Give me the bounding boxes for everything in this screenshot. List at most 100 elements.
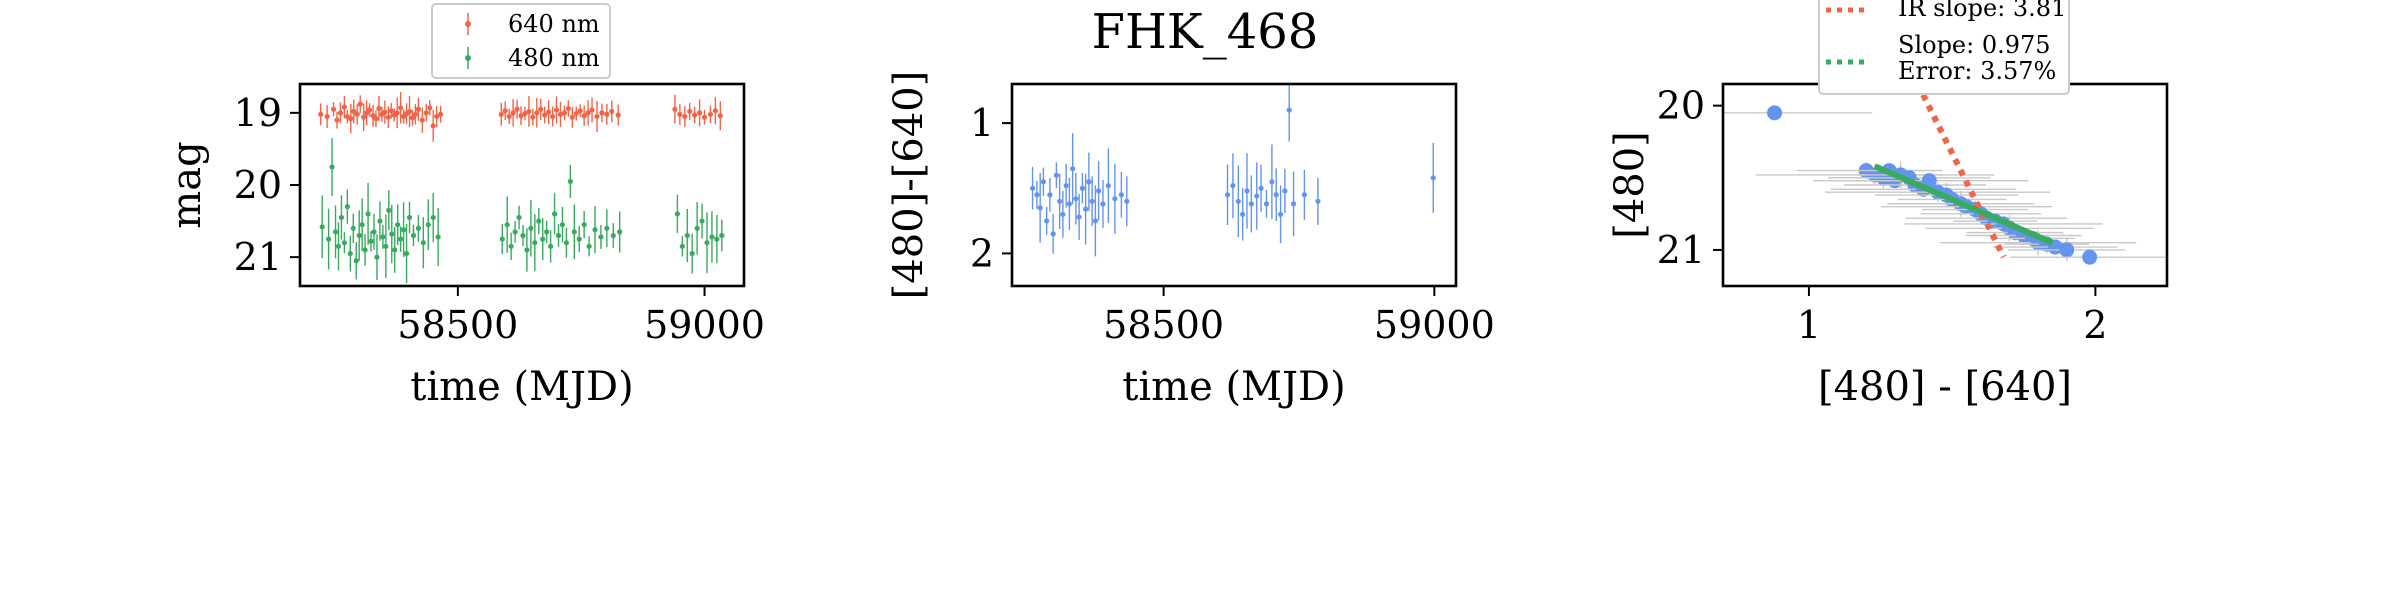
color-magnitude-ytick-label: 20 — [1657, 84, 1705, 128]
color-curve-point — [1124, 198, 1130, 204]
light-curve-point — [534, 110, 540, 116]
color-curve-point — [1273, 192, 1279, 198]
light-curve-point — [388, 108, 394, 114]
light-curve-point — [398, 105, 404, 111]
color-curve-frame — [1010, 82, 1458, 288]
color-magnitude-xlabel: [480] - [640] — [1818, 364, 2072, 410]
light-curve-point — [609, 108, 615, 115]
light-curve-point — [395, 222, 401, 228]
legend-label: 480 nm — [508, 44, 600, 72]
light-curve-point — [366, 107, 373, 113]
light-curve-point — [373, 116, 379, 122]
light-curve-point — [377, 218, 383, 224]
light-curve-point — [524, 247, 530, 253]
color-magnitude-ylabel: [480] — [1607, 131, 1653, 239]
light-curve-point — [672, 106, 678, 112]
color-curve-point — [1254, 193, 1260, 199]
color-curve-series-0 — [1029, 84, 1436, 257]
color-magnitude-point — [1767, 105, 1783, 121]
color-curve-panel: 58500 59000 1 2 time (MJD) [480]-[640] — [886, 71, 1495, 410]
color-curve-point — [1100, 201, 1106, 207]
light-curve-point — [615, 112, 621, 118]
light-curve-point — [530, 114, 536, 120]
color-curve-point — [1047, 192, 1053, 198]
color-curve-point — [1118, 192, 1124, 198]
color-magnitude-plot-area: 1 2 20 21 — [1657, 82, 2169, 347]
light-curve-point — [699, 218, 705, 224]
light-curve-point — [581, 113, 587, 119]
light-curve-point — [551, 211, 558, 217]
light-curve-point — [374, 254, 380, 260]
light-curve-point — [717, 113, 723, 119]
color-curve-point — [1105, 183, 1111, 189]
figure-title: FHK_468 — [1092, 4, 1319, 60]
light-curve-point — [371, 229, 377, 235]
light-curve-point — [571, 229, 577, 235]
color-curve-point — [1029, 185, 1036, 191]
color-curve-point — [1086, 179, 1092, 185]
light-curve-point — [376, 105, 382, 112]
light-curve-point — [348, 116, 354, 122]
light-curve-point — [386, 207, 392, 213]
color-magnitude-point — [2059, 242, 2075, 258]
light-curve-point — [687, 108, 693, 115]
light-curve-point — [427, 105, 433, 111]
light-curve-point — [528, 225, 534, 231]
color-curve-point — [1290, 201, 1297, 207]
light-curve-point — [714, 236, 720, 242]
light-curve-point — [594, 113, 600, 120]
color-magnitude-point — [2082, 249, 2098, 265]
color-curve-point — [1301, 192, 1307, 198]
light-curve-point — [682, 113, 688, 120]
light-curve-point — [689, 250, 695, 257]
light-curve-point — [506, 113, 512, 120]
light-curve-point — [412, 111, 419, 117]
light-curve-point — [520, 232, 526, 239]
light-curve-point — [508, 243, 514, 249]
color-curve-xtick-label: 59000 — [1374, 303, 1495, 347]
light-curve-point — [514, 106, 520, 112]
light-curve-point — [406, 214, 413, 221]
color-curve-ylabel: [480]-[640] — [886, 71, 932, 300]
light-curve-point — [383, 243, 389, 249]
light-curve-point — [697, 110, 703, 116]
color-curve-point — [1053, 172, 1059, 178]
light-curve-point — [565, 105, 571, 112]
color-curve-point — [1430, 175, 1436, 181]
light-curve-xtick-label: 58500 — [397, 303, 518, 347]
light-curve-point — [359, 222, 365, 228]
light-curve-point — [576, 236, 582, 242]
light-curve-point — [368, 238, 374, 244]
light-curve-ytick-label: 21 — [234, 235, 282, 279]
legend-marker — [465, 21, 471, 27]
light-curve-point — [557, 111, 564, 117]
light-curve-point — [434, 113, 440, 120]
light-curve-point — [498, 111, 504, 117]
light-curve-point — [430, 214, 436, 221]
light-curve-point — [362, 247, 368, 253]
light-curve-point — [415, 106, 421, 112]
light-curve-point — [599, 110, 605, 116]
light-curve-point — [536, 218, 542, 224]
light-curve-point — [423, 110, 429, 116]
light-curve-point — [425, 222, 431, 228]
color-curve-point — [1224, 192, 1231, 198]
color-curve-point — [1050, 231, 1056, 237]
light-curve-point — [401, 227, 407, 233]
light-curve-point — [604, 225, 610, 231]
light-curve-point — [712, 108, 718, 114]
light-curve-point — [701, 114, 708, 120]
light-curve-legend: 640 nm 480 nm — [431, 3, 611, 79]
light-curve-point — [573, 110, 579, 117]
light-curve-point — [353, 258, 359, 264]
light-curve-series-1 — [319, 138, 725, 284]
color-curve-point — [1258, 185, 1264, 191]
light-curve-point — [380, 234, 386, 240]
color-curve-point — [1315, 198, 1321, 204]
light-curve-point — [330, 106, 337, 112]
color-curve-point — [1244, 188, 1250, 194]
color-curve-point — [1112, 196, 1118, 202]
light-curve-point — [719, 232, 725, 239]
color-curve-point — [1079, 185, 1085, 191]
light-curve-point — [338, 214, 345, 221]
